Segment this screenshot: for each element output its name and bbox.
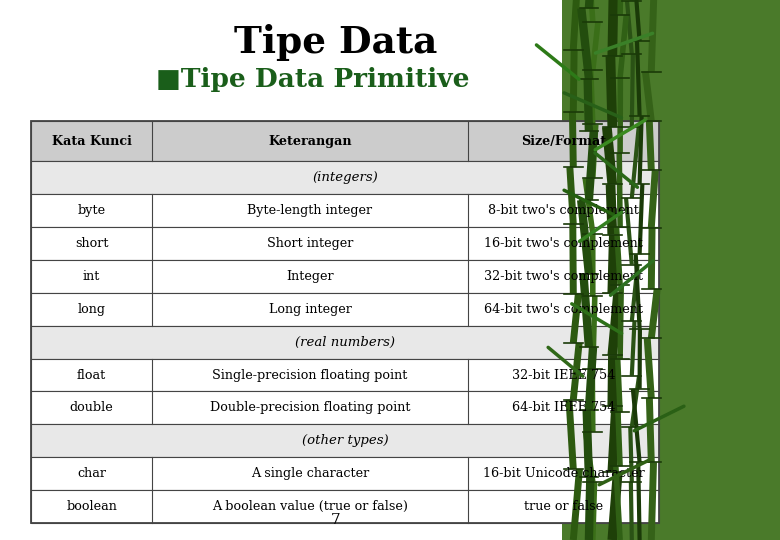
Text: Long integer: Long integer <box>268 302 352 316</box>
Text: float: float <box>77 368 106 382</box>
Bar <box>31 161 659 194</box>
Bar <box>31 326 659 359</box>
Text: 32-bit two's complement: 32-bit two's complement <box>484 269 643 283</box>
Bar <box>31 194 659 227</box>
Text: 16-bit two's complement: 16-bit two's complement <box>484 237 643 250</box>
Bar <box>31 392 659 424</box>
Bar <box>562 0 780 540</box>
Text: Integer: Integer <box>286 269 334 283</box>
Text: 64-bit IEEE 754: 64-bit IEEE 754 <box>512 401 615 415</box>
Text: Keterangan: Keterangan <box>268 134 352 148</box>
Text: Size/Format: Size/Format <box>521 134 606 148</box>
Bar <box>31 122 659 523</box>
Bar <box>31 122 659 161</box>
Text: (other types): (other types) <box>302 434 388 448</box>
Text: int: int <box>83 269 101 283</box>
Bar <box>31 293 659 326</box>
Text: 7: 7 <box>331 512 340 526</box>
Bar <box>31 424 659 457</box>
Text: 8-bit two's complement: 8-bit two's complement <box>488 204 639 217</box>
Text: Byte-length integer: Byte-length integer <box>247 204 373 217</box>
Text: long: long <box>78 302 105 316</box>
Text: true or false: true or false <box>524 500 603 514</box>
Bar <box>31 457 659 490</box>
Text: double: double <box>69 401 114 415</box>
Text: boolean: boolean <box>66 500 117 514</box>
Text: short: short <box>75 237 108 250</box>
Bar <box>31 359 659 392</box>
Text: (integers): (integers) <box>312 171 378 184</box>
Text: char: char <box>77 467 106 481</box>
Text: Double-precision floating point: Double-precision floating point <box>210 401 410 415</box>
Bar <box>31 227 659 260</box>
Text: ■Tipe Data Primitive: ■Tipe Data Primitive <box>156 68 470 92</box>
Text: 16-bit Unicode character: 16-bit Unicode character <box>483 467 644 481</box>
Text: Kata Kunci: Kata Kunci <box>51 134 132 148</box>
Bar <box>31 490 659 523</box>
Text: A boolean value (true or false): A boolean value (true or false) <box>212 500 408 514</box>
Text: Short integer: Short integer <box>267 237 353 250</box>
Text: Tipe Data: Tipe Data <box>234 24 437 62</box>
Text: Single-precision floating point: Single-precision floating point <box>212 368 408 382</box>
Text: byte: byte <box>77 204 106 217</box>
Text: 32-bit IEEE 754: 32-bit IEEE 754 <box>512 368 615 382</box>
Bar <box>31 260 659 293</box>
Text: A single character: A single character <box>251 467 369 481</box>
Text: 64-bit two's complement: 64-bit two's complement <box>484 302 643 316</box>
Text: (real numbers): (real numbers) <box>295 335 395 349</box>
